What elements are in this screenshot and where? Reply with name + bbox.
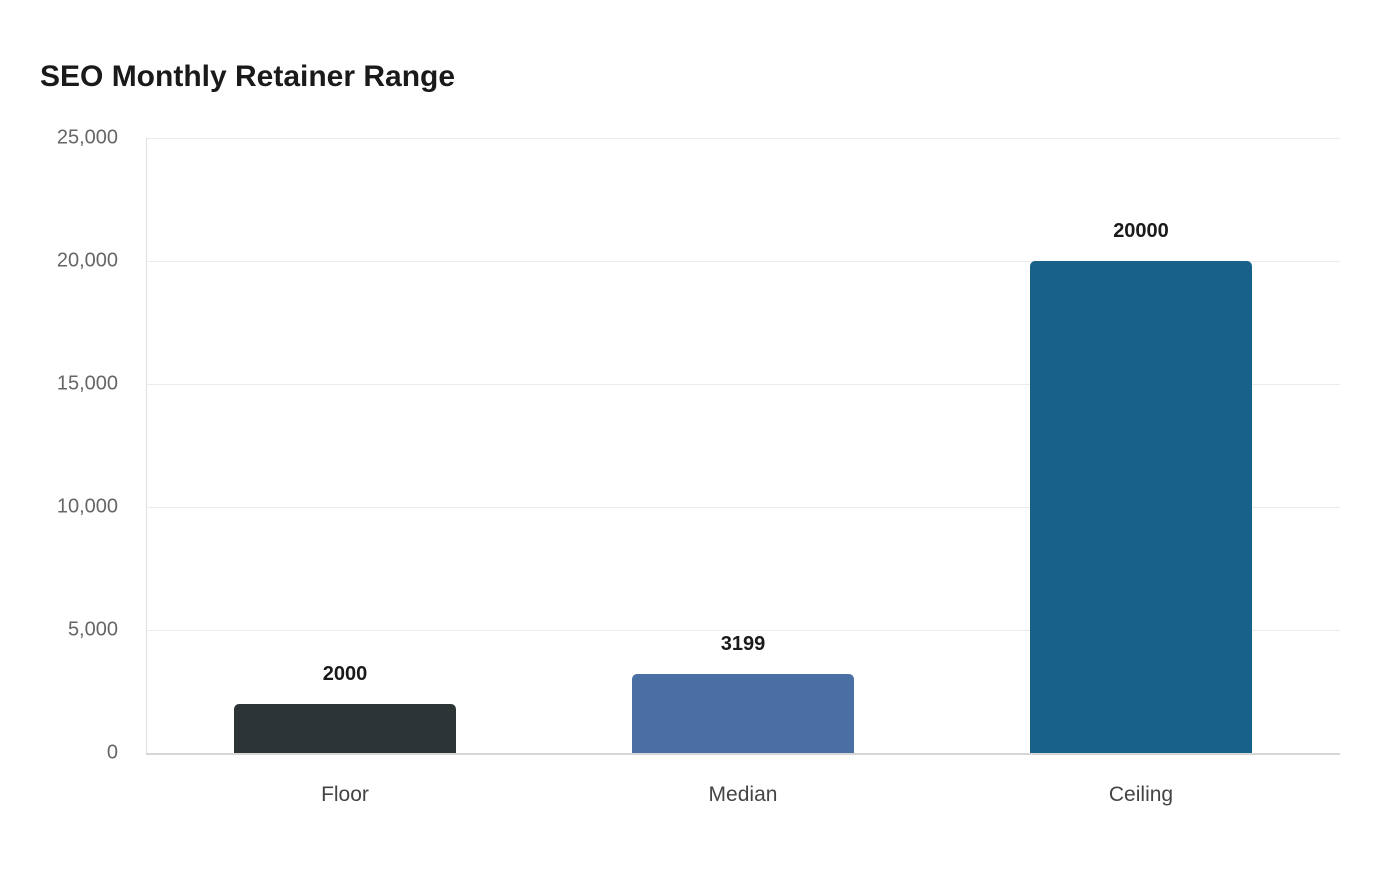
gridline: [146, 630, 1340, 631]
bar-median[interactable]: [632, 674, 854, 753]
x-tick-label: Median: [708, 783, 778, 806]
y-tick-label: 10,000: [56, 495, 118, 518]
bar-floor[interactable]: [234, 703, 456, 753]
chart-title: SEO Monthly Retainer Range: [40, 60, 456, 93]
x-tick-label: Floor: [321, 783, 369, 806]
x-tick-label: Ceiling: [1108, 783, 1174, 806]
y-axis-line: [146, 138, 147, 753]
gridline: [146, 138, 1340, 139]
y-tick-label: 0: [106, 741, 118, 764]
value-label: 2000: [322, 662, 368, 685]
y-tick-label: 25,000: [56, 126, 118, 149]
y-tick-label: 20,000: [56, 249, 118, 272]
gridline: [146, 384, 1340, 385]
gridline: [146, 507, 1340, 508]
bar-ceiling[interactable]: [1030, 261, 1252, 753]
value-label: 3199: [720, 633, 766, 656]
value-label: 20000: [1113, 220, 1169, 242]
y-tick-label: 15,000: [56, 372, 118, 395]
y-tick-label: 5,000: [67, 618, 118, 641]
plot-area: [146, 138, 1340, 753]
x-axis-line: [146, 753, 1340, 755]
gridline: [146, 261, 1340, 262]
